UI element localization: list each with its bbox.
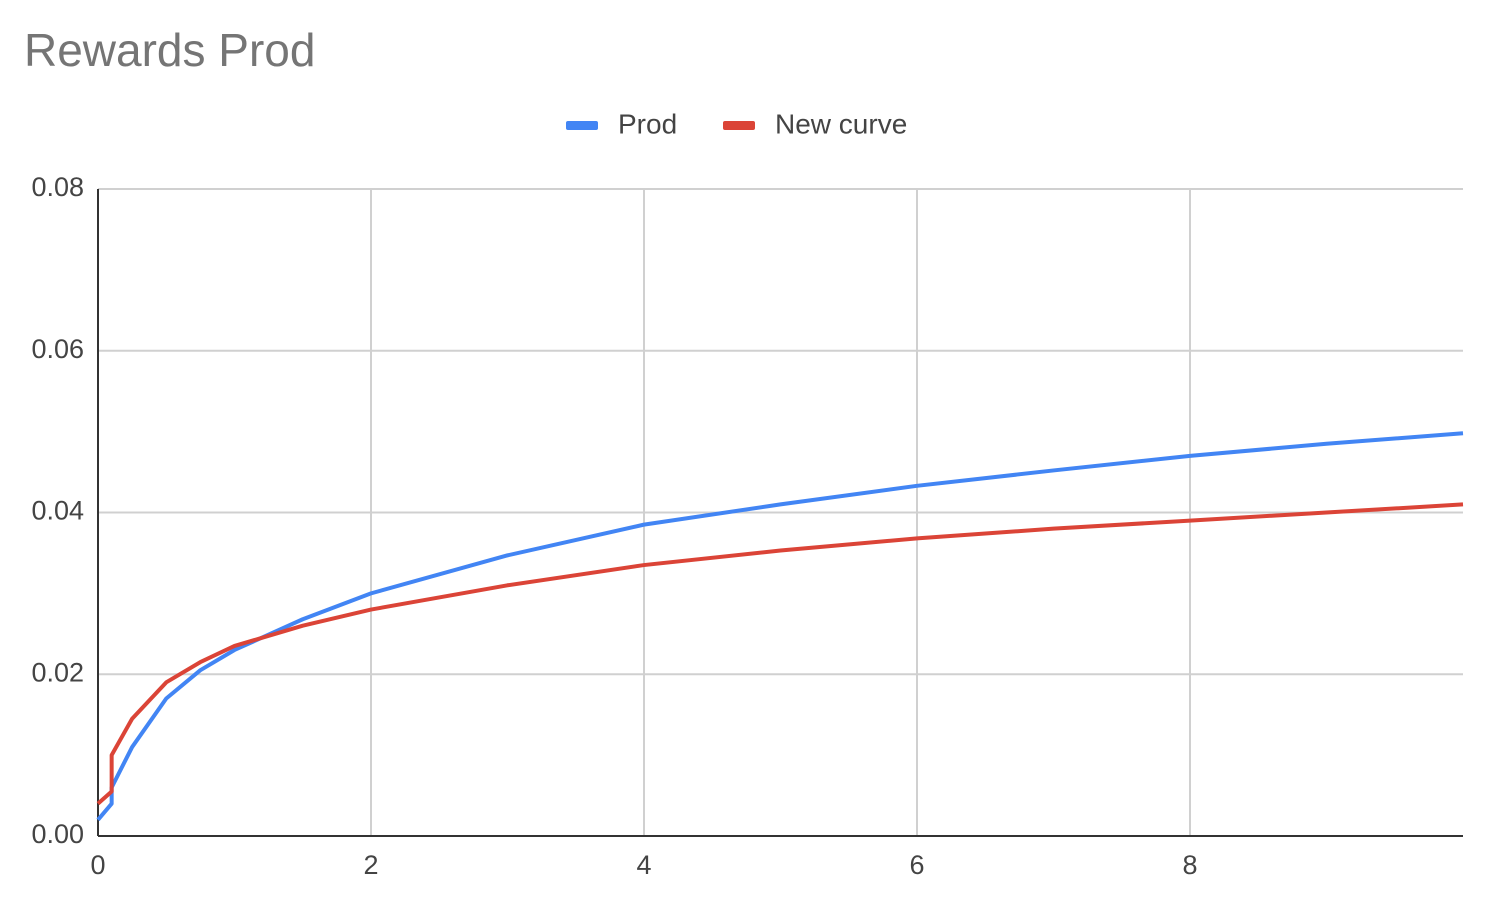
legend-marker (723, 121, 755, 130)
y-tick-label: 0.04 (31, 496, 84, 526)
data-line (96, 431, 1464, 822)
y-tick-label: 0.06 (31, 334, 84, 364)
x-tick-label: 2 (363, 850, 378, 880)
legend-marker (566, 121, 598, 130)
x-tick-label: 6 (909, 850, 924, 880)
chart-title: Rewards Prod (24, 24, 315, 76)
legend-label: New curve (775, 108, 907, 139)
y-tick-label: 0.08 (31, 172, 84, 202)
legend-label: Prod (618, 108, 677, 139)
y-tick-label: 0.00 (31, 819, 84, 849)
y-tick-label: 0.02 (31, 657, 84, 687)
x-tick-label: 8 (1182, 850, 1197, 880)
x-tick-label: 4 (636, 850, 651, 880)
x-tick-label: 0 (90, 850, 105, 880)
data-line (96, 502, 1464, 806)
